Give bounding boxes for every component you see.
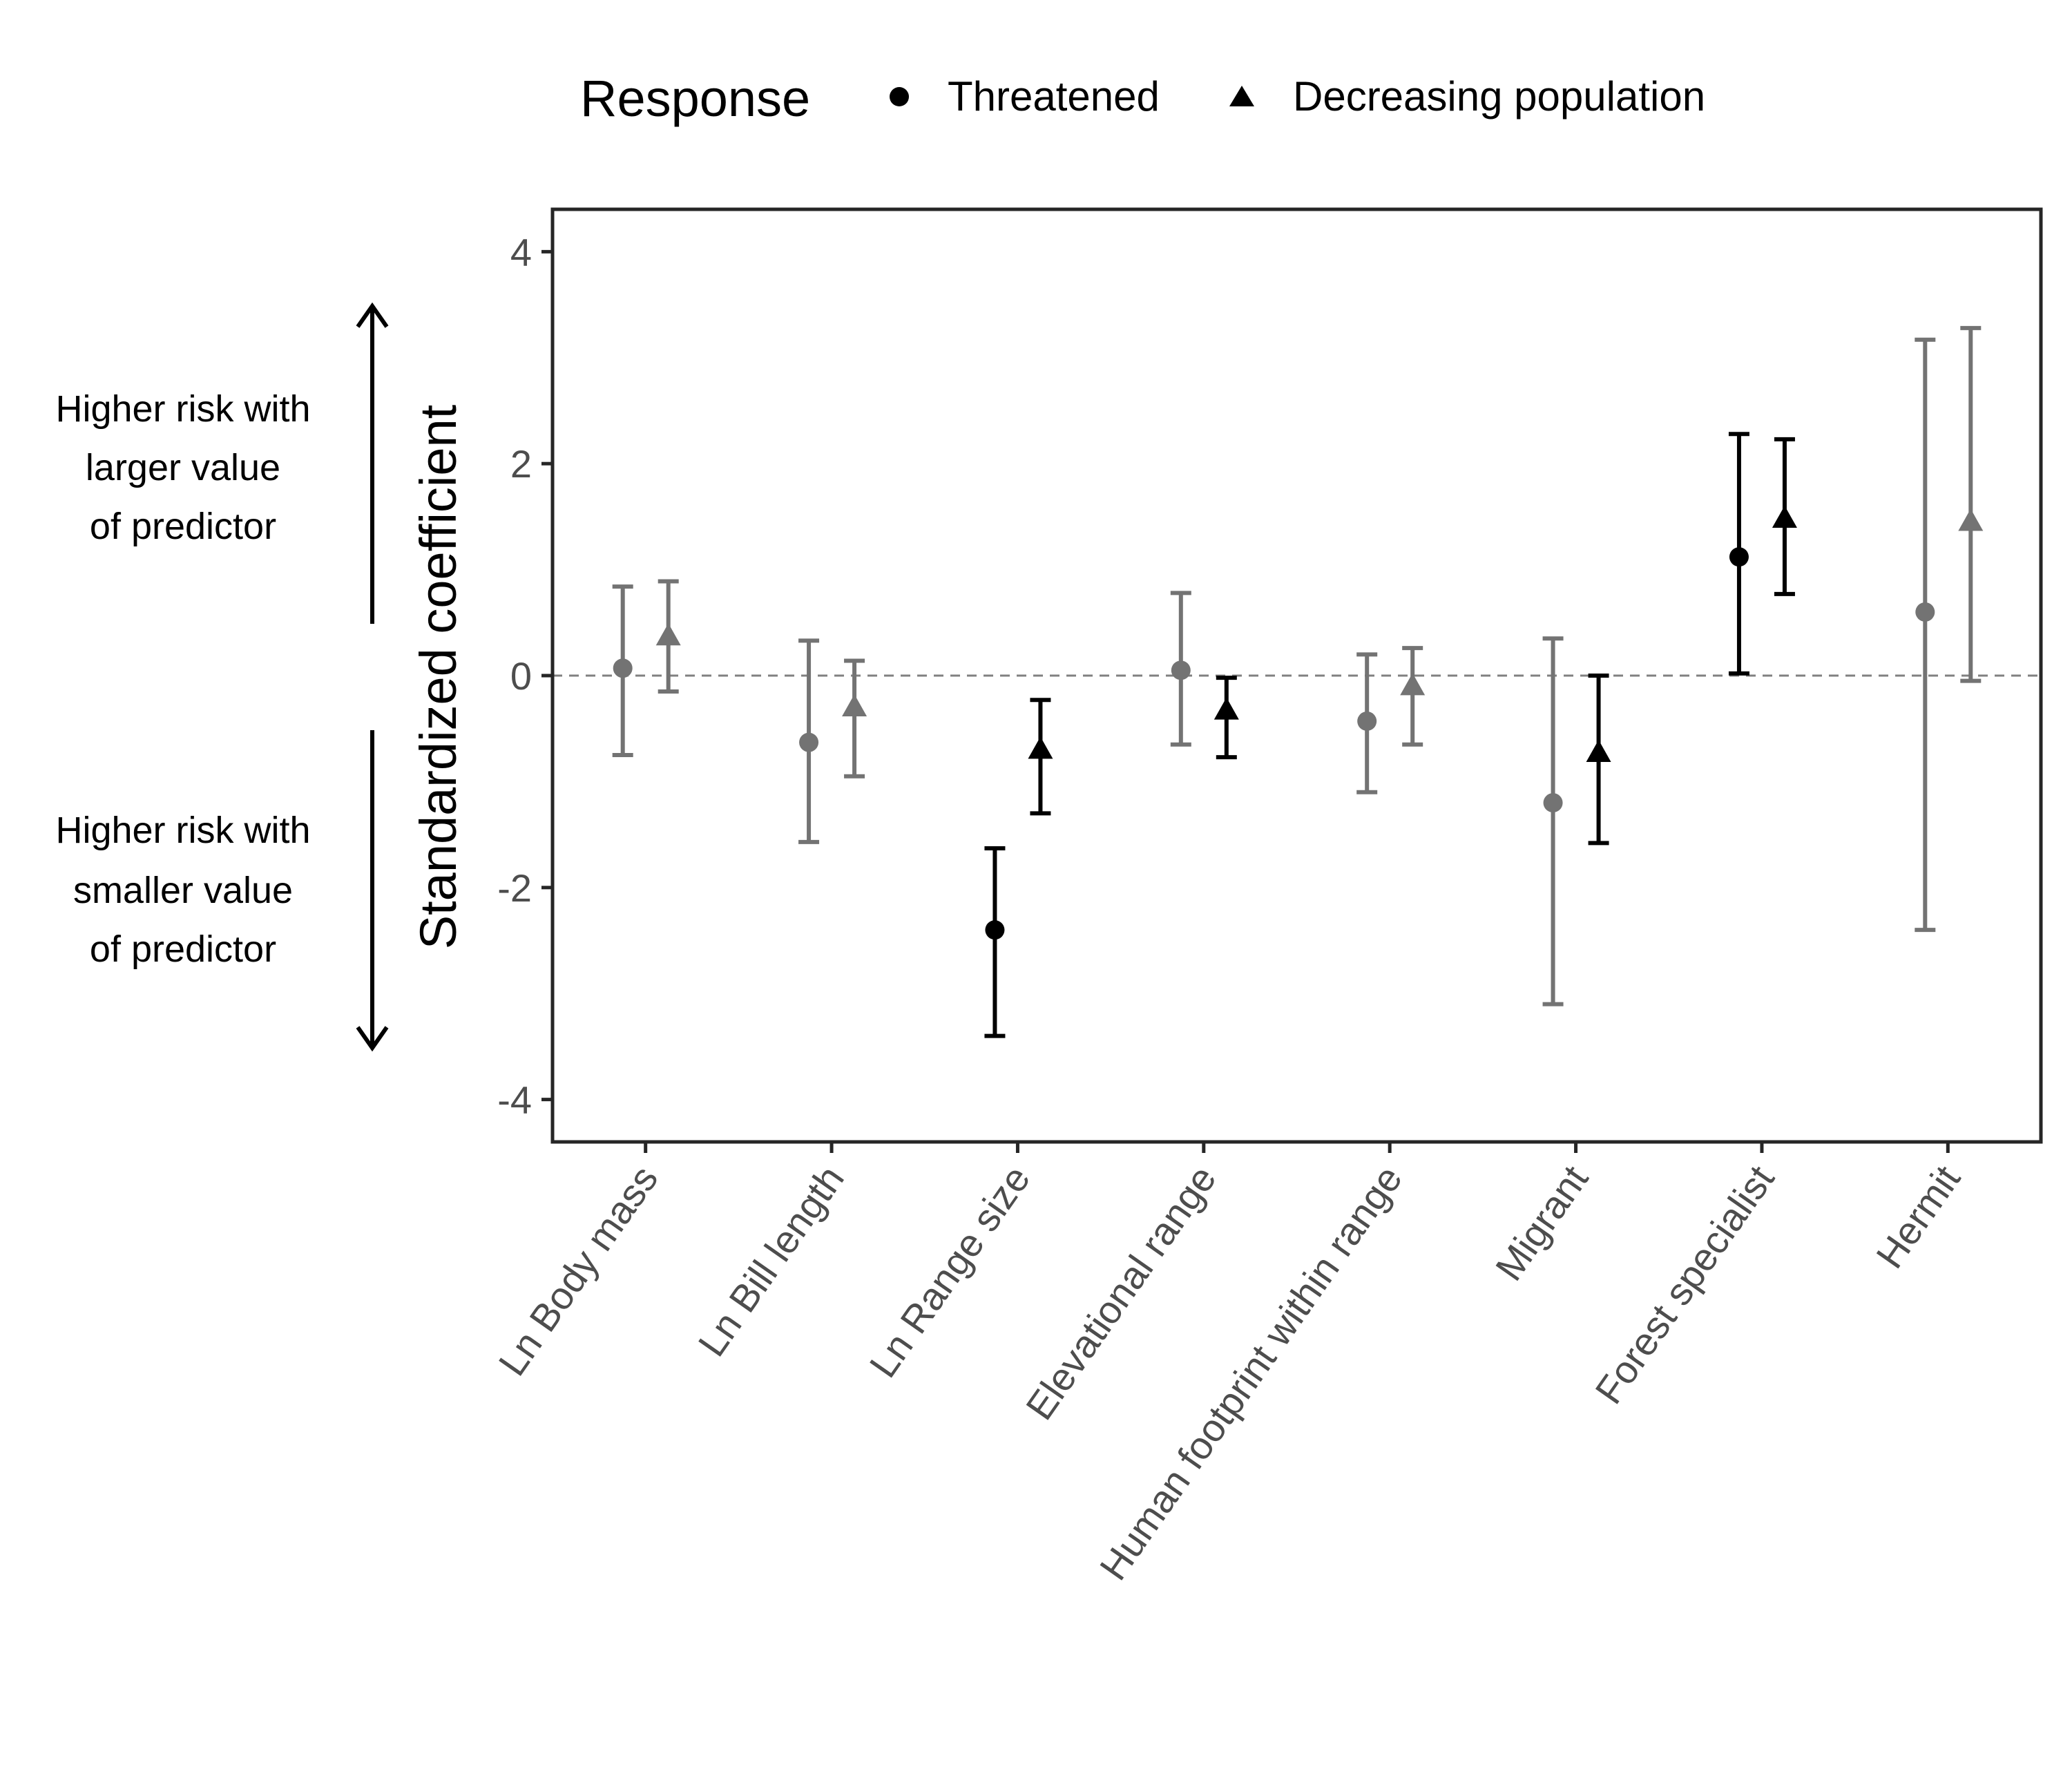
annotation-lower: Higher risk with smaller value of predic… (55, 730, 389, 1052)
mark-decreasing-6 (1772, 437, 1797, 596)
point-circle (613, 658, 633, 678)
legend-title: Response (580, 70, 810, 127)
x-tick-label: Migrant (1487, 1157, 1597, 1288)
x-tick-label: Elevational range (1017, 1158, 1225, 1428)
y-tick-label: 4 (510, 230, 532, 274)
point-circle (985, 920, 1005, 940)
point-circle (1729, 547, 1749, 567)
point-triangle (1400, 673, 1426, 696)
mark-threatened-5 (1542, 636, 1564, 1006)
y-tick-label: 0 (510, 654, 532, 698)
annotation-lower-line-1: Higher risk with (55, 810, 310, 851)
arrow-up-head (356, 302, 389, 328)
mark-decreasing-2 (1028, 698, 1053, 816)
x-tick-label: Ln Body mass (490, 1158, 666, 1384)
point-circle (1357, 711, 1377, 731)
y-tick-label: -2 (497, 866, 532, 910)
x-axis: Ln Body mass Ln Bill length Ln Range sizeE… (490, 1142, 1968, 1587)
legend-entry-threatened: Threatened (948, 73, 1160, 120)
arrow-down-head (356, 1026, 389, 1052)
legend: Response Threatened Decreasing populatio… (580, 70, 1705, 127)
mark-decreasing-1 (842, 658, 867, 779)
legend-circle-marker (890, 87, 909, 106)
annotation-upper-line-2: larger value (86, 447, 280, 488)
point-circle (799, 732, 819, 752)
mark-threatened-3 (1170, 591, 1191, 747)
mark-threatened-1 (798, 638, 820, 844)
legend-entry-decreasing-population: Decreasing population (1293, 73, 1705, 120)
point-triangle (1586, 739, 1611, 762)
data-marks (612, 325, 1984, 1038)
point-triangle (1772, 505, 1797, 528)
point-circle (1543, 793, 1563, 813)
x-tick-label: Ln Range size (861, 1158, 1038, 1385)
point-triangle (842, 694, 867, 717)
point-triangle (1028, 736, 1053, 759)
mark-decreasing-0 (655, 579, 681, 694)
point-circle (1915, 602, 1935, 622)
x-tick-label: Forest specialist (1586, 1157, 1783, 1411)
point-circle (1171, 660, 1191, 680)
mark-threatened-2 (984, 846, 1006, 1038)
mark-threatened-7 (1915, 337, 1936, 933)
x-tick-label: Hermit (1868, 1157, 1968, 1276)
mark-threatened-4 (1356, 652, 1378, 794)
y-axis-title: Standardized coefficient (410, 404, 467, 949)
y-axis: -4 -2 0 2 4 (497, 230, 553, 1122)
mark-decreasing-5 (1586, 674, 1611, 846)
plot-panel (550, 207, 2043, 1144)
point-triangle (1958, 508, 1984, 531)
y-tick-label: 2 (510, 442, 532, 486)
point-triangle (1214, 697, 1239, 720)
annotation-lower-line-3: of predictor (90, 928, 276, 970)
mark-threatened-0 (612, 584, 633, 758)
x-tick-label: Ln Bill length (689, 1158, 852, 1364)
point-triangle (655, 623, 681, 646)
y-tick-label: -4 (497, 1078, 532, 1122)
mark-decreasing-3 (1214, 676, 1239, 760)
mark-decreasing-7 (1958, 325, 1984, 683)
mark-decreasing-4 (1400, 646, 1426, 747)
mark-threatened-6 (1728, 432, 1749, 676)
legend-triangle-marker (1229, 86, 1254, 106)
annotation-upper: Higher risk with larger value of predict… (55, 302, 389, 624)
x-tick-label: Human footprint within range (1091, 1158, 1410, 1588)
annotation-upper-line-1: Higher risk with (55, 388, 310, 430)
annotation-lower-line-2: smaller value (73, 870, 293, 911)
annotation-upper-line-3: of predictor (90, 506, 276, 547)
